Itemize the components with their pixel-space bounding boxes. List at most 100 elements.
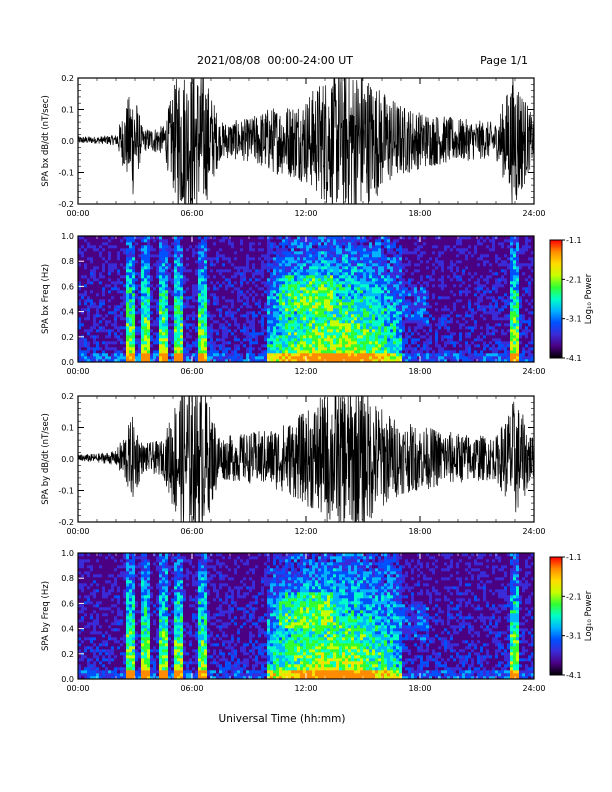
heatmap-cell bbox=[231, 251, 235, 255]
heatmap-cell bbox=[273, 287, 277, 291]
heatmap-cell bbox=[405, 290, 409, 294]
heatmap-cell bbox=[423, 344, 427, 348]
heatmap-cell bbox=[333, 263, 337, 267]
heatmap-cell bbox=[129, 275, 133, 279]
heatmap-cell bbox=[129, 278, 133, 282]
heatmap-cell bbox=[123, 248, 127, 252]
heatmap-cell bbox=[318, 347, 322, 351]
heatmap-cell bbox=[360, 356, 364, 360]
heatmap-cell bbox=[342, 311, 346, 315]
heatmap-cell bbox=[381, 236, 385, 240]
heatmap-cell bbox=[141, 260, 145, 264]
heatmap-cell bbox=[264, 311, 268, 315]
heatmap-cell bbox=[141, 281, 145, 285]
heatmap-cell bbox=[405, 347, 409, 351]
heatmap-cell bbox=[300, 293, 304, 297]
heatmap-cell bbox=[210, 326, 214, 330]
heatmap-cell bbox=[261, 239, 265, 243]
heatmap-cell bbox=[273, 302, 277, 306]
heatmap-cell bbox=[177, 335, 181, 339]
heatmap-cell bbox=[99, 350, 103, 354]
heatmap-cell bbox=[111, 245, 115, 249]
heatmap-cell bbox=[78, 269, 82, 273]
heatmap-cell bbox=[99, 299, 103, 303]
heatmap-cell bbox=[207, 269, 211, 273]
heatmap-cell bbox=[132, 299, 136, 303]
heatmap-cell bbox=[222, 236, 226, 240]
heatmap-cell bbox=[171, 284, 175, 288]
heatmap-cell bbox=[111, 290, 115, 294]
heatmap-cell bbox=[174, 353, 178, 357]
heatmap-cell bbox=[336, 326, 340, 330]
heatmap-cell bbox=[333, 275, 337, 279]
heatmap-cell bbox=[366, 287, 370, 291]
heatmap-cell bbox=[81, 299, 85, 303]
heatmap-cell bbox=[204, 359, 208, 363]
heatmap-cell bbox=[411, 302, 415, 306]
heatmap-cell bbox=[171, 293, 175, 297]
heatmap-cell bbox=[231, 248, 235, 252]
heatmap-cell bbox=[303, 308, 307, 312]
heatmap-cell bbox=[117, 254, 121, 258]
heatmap-cell bbox=[96, 320, 100, 324]
heatmap-cell bbox=[165, 239, 169, 243]
heatmap-cell bbox=[312, 323, 316, 327]
heatmap-cell bbox=[144, 359, 148, 363]
heatmap-cell bbox=[282, 305, 286, 309]
heatmap-cell bbox=[279, 278, 283, 282]
heatmap-cell bbox=[213, 356, 217, 360]
heatmap-cell bbox=[387, 245, 391, 249]
heatmap-cell bbox=[279, 290, 283, 294]
heatmap-cell bbox=[306, 317, 310, 321]
heatmap-cell bbox=[336, 242, 340, 246]
heatmap-cell bbox=[192, 350, 196, 354]
heatmap-cell bbox=[303, 338, 307, 342]
heatmap-cell bbox=[327, 344, 331, 348]
heatmap-cell bbox=[276, 263, 280, 267]
heatmap-cell bbox=[189, 242, 193, 246]
heatmap-cell bbox=[363, 356, 367, 360]
heatmap-cell bbox=[354, 320, 358, 324]
heatmap-cell bbox=[306, 332, 310, 336]
heatmap-cell bbox=[90, 353, 94, 357]
heatmap-cell bbox=[243, 359, 247, 363]
heatmap-cell bbox=[156, 278, 160, 282]
heatmap-cell bbox=[369, 239, 373, 243]
heatmap-cell bbox=[396, 308, 400, 312]
heatmap-cell bbox=[90, 326, 94, 330]
heatmap-cell bbox=[324, 278, 328, 282]
heatmap-cell bbox=[261, 353, 265, 357]
heatmap-cell bbox=[237, 329, 241, 333]
heatmap-cell bbox=[378, 341, 382, 345]
heatmap-cell bbox=[399, 278, 403, 282]
heatmap-cell bbox=[195, 302, 199, 306]
heatmap-cell bbox=[342, 281, 346, 285]
heatmap-cell bbox=[180, 314, 184, 318]
heatmap-cell bbox=[96, 290, 100, 294]
heatmap-cell bbox=[360, 269, 364, 273]
heatmap-cell bbox=[381, 263, 385, 267]
heatmap-cell bbox=[267, 308, 271, 312]
heatmap-cell bbox=[276, 296, 280, 300]
heatmap-cell bbox=[78, 266, 82, 270]
heatmap-cell bbox=[381, 245, 385, 249]
heatmap-cell bbox=[330, 323, 334, 327]
heatmap-cell bbox=[138, 269, 142, 273]
heatmap-cell bbox=[240, 305, 244, 309]
heatmap-cell bbox=[141, 245, 145, 249]
heatmap-cell bbox=[87, 353, 91, 357]
heatmap-cell bbox=[102, 248, 106, 252]
heatmap-cell bbox=[84, 317, 88, 321]
heatmap-cell bbox=[117, 239, 121, 243]
heatmap-cell bbox=[165, 257, 169, 261]
heatmap-cell bbox=[375, 257, 379, 261]
heatmap-cell bbox=[303, 257, 307, 261]
heatmap-cell bbox=[240, 236, 244, 240]
heatmap-cell bbox=[153, 320, 157, 324]
heatmap-cell bbox=[375, 236, 379, 240]
heatmap-cell bbox=[249, 344, 253, 348]
heatmap-cell bbox=[213, 311, 217, 315]
heatmap-cell bbox=[180, 236, 184, 240]
heatmap-cell bbox=[90, 242, 94, 246]
heatmap-cell bbox=[114, 335, 118, 339]
